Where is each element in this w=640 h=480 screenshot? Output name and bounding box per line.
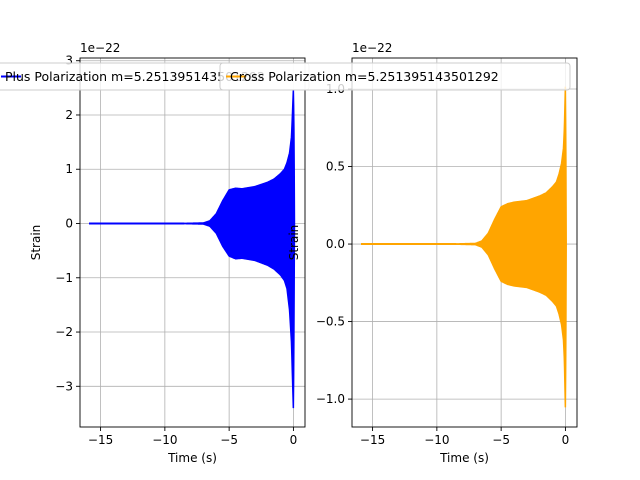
- x-tick-label: −10: [152, 433, 177, 447]
- y-tick-label: −3: [55, 379, 73, 393]
- y-tick-label: −1: [55, 271, 73, 285]
- axes-frame: [79, 57, 306, 428]
- x-tick-label: 0: [562, 433, 570, 447]
- y-tick-label: 2: [65, 108, 73, 122]
- y-tick-label: −2: [55, 325, 73, 339]
- series-envelope-1: [455, 86, 567, 408]
- x-tick-label: −15: [360, 433, 385, 447]
- x-axis-label: Time (s): [439, 451, 489, 465]
- axis-offset-text: 1e−22: [80, 41, 120, 55]
- x-tick-label: −10: [424, 433, 449, 447]
- legend-label: Plus Polarization m=5.251395143501292: [5, 69, 265, 84]
- x-tick-label: −5: [220, 433, 238, 447]
- x-tick-label: −5: [492, 433, 510, 447]
- axes-frame: [351, 57, 578, 428]
- x-tick-label: −15: [88, 433, 113, 447]
- y-tick-label: −1.0: [316, 392, 345, 406]
- x-tick-label: 0: [290, 433, 298, 447]
- legend-label: Cross Polarization m=5.251395143501292: [230, 69, 499, 84]
- series-envelope-1: [183, 89, 296, 409]
- x-axis-label: Time (s): [167, 451, 217, 465]
- y-tick-label: 3: [65, 54, 73, 68]
- y-tick-label: −0.5: [316, 315, 345, 329]
- axis-offset-text: 1e−22: [352, 41, 392, 55]
- y-tick-label: 0: [65, 217, 73, 231]
- legend-2: Cross Polarization m=5.251395143501292: [219, 62, 571, 91]
- y-tick-label: 1: [65, 162, 73, 176]
- y-axis-label: Strain: [29, 225, 43, 261]
- y-tick-label: 0.5: [326, 160, 345, 174]
- legend-box: [219, 62, 571, 91]
- y-axis-label: Strain: [287, 225, 301, 261]
- y-tick-label: 0.0: [326, 237, 345, 251]
